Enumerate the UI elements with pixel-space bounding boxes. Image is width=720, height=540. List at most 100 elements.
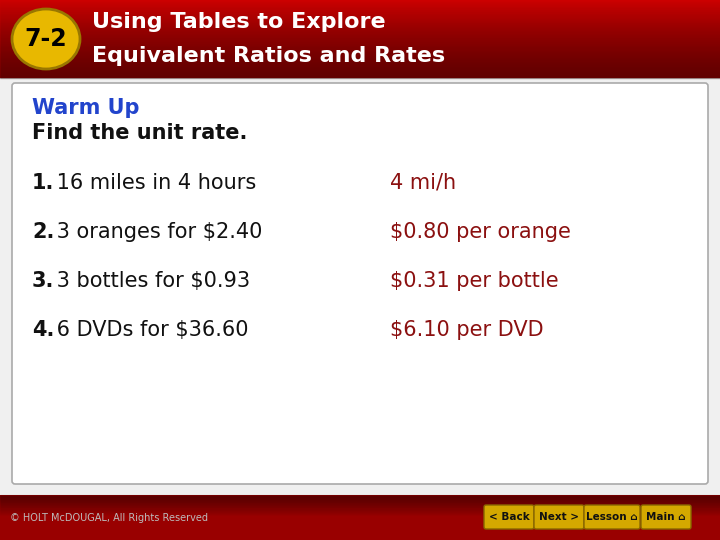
Text: 6 DVDs for $36.60: 6 DVDs for $36.60: [50, 320, 248, 340]
Bar: [0, 24, 720, 25]
Bar: [0, 7, 720, 8]
Text: 4 mi/h: 4 mi/h: [390, 173, 456, 193]
Bar: [0, 39, 720, 40]
Bar: [0, 33, 720, 34]
Bar: [0, 38, 720, 39]
FancyBboxPatch shape: [484, 505, 534, 529]
Bar: [0, 46, 720, 47]
Bar: [0, 34, 720, 35]
Bar: [0, 55, 720, 56]
Text: 1.: 1.: [32, 173, 55, 193]
Bar: [0, 53, 720, 54]
Bar: [0, 77, 720, 78]
Text: $0.31 per bottle: $0.31 per bottle: [390, 271, 559, 291]
Bar: [0, 495, 720, 496]
Bar: [0, 508, 720, 509]
Bar: [0, 511, 720, 512]
Bar: [0, 75, 720, 76]
Bar: [0, 9, 720, 10]
Bar: [0, 503, 720, 504]
Bar: [0, 500, 720, 501]
Bar: [0, 28, 720, 29]
Bar: [0, 37, 720, 38]
Text: 16 miles in 4 hours: 16 miles in 4 hours: [50, 173, 256, 193]
Bar: [0, 22, 720, 23]
Bar: [0, 69, 720, 70]
Bar: [0, 52, 720, 53]
Bar: [0, 61, 720, 62]
Bar: [0, 60, 720, 61]
Text: Next >: Next >: [539, 512, 579, 522]
Bar: [0, 13, 720, 14]
Bar: [0, 19, 720, 20]
Text: Using Tables to Explore: Using Tables to Explore: [92, 12, 386, 32]
Bar: [0, 10, 720, 11]
FancyBboxPatch shape: [534, 505, 584, 529]
Bar: [0, 514, 720, 515]
Bar: [0, 44, 720, 45]
Bar: [0, 507, 720, 508]
Text: 7-2: 7-2: [24, 27, 67, 51]
Bar: [0, 501, 720, 502]
Bar: [0, 498, 720, 499]
Bar: [0, 43, 720, 44]
Bar: [0, 505, 720, 506]
Bar: [0, 27, 720, 28]
Text: $6.10 per DVD: $6.10 per DVD: [390, 320, 544, 340]
Bar: [0, 20, 720, 21]
Bar: [0, 32, 720, 33]
Bar: [0, 495, 720, 540]
Bar: [0, 71, 720, 72]
Bar: [0, 497, 720, 498]
Text: 3 bottles for $0.93: 3 bottles for $0.93: [50, 271, 250, 291]
Bar: [0, 504, 720, 505]
Bar: [0, 496, 720, 497]
Bar: [0, 11, 720, 12]
Text: Main ⌂: Main ⌂: [647, 512, 685, 522]
Bar: [0, 54, 720, 55]
Bar: [0, 512, 720, 513]
Bar: [0, 3, 720, 4]
FancyBboxPatch shape: [584, 505, 640, 529]
Bar: [0, 16, 720, 17]
Bar: [0, 74, 720, 75]
Bar: [0, 6, 720, 7]
Text: © HOLT McDOUGAL, All Rights Reserved: © HOLT McDOUGAL, All Rights Reserved: [10, 513, 208, 523]
Bar: [0, 63, 720, 64]
Bar: [0, 5, 720, 6]
Bar: [0, 26, 720, 27]
Bar: [0, 47, 720, 48]
Bar: [0, 40, 720, 41]
Bar: [0, 49, 720, 50]
Bar: [0, 57, 720, 58]
Bar: [0, 68, 720, 69]
Bar: [0, 41, 720, 42]
Bar: [0, 72, 720, 73]
Bar: [0, 70, 720, 71]
Bar: [0, 502, 720, 503]
Bar: [0, 0, 720, 78]
Bar: [0, 15, 720, 16]
Bar: [0, 29, 720, 30]
Bar: [0, 18, 720, 19]
Bar: [0, 58, 720, 59]
Bar: [0, 509, 720, 510]
Text: Equivalent Ratios and Rates: Equivalent Ratios and Rates: [92, 46, 445, 66]
Text: 3.: 3.: [32, 271, 55, 291]
Bar: [0, 1, 720, 2]
FancyBboxPatch shape: [12, 83, 708, 484]
Bar: [0, 499, 720, 500]
Text: 4.: 4.: [32, 320, 55, 340]
Bar: [0, 25, 720, 26]
Bar: [0, 51, 720, 52]
Text: 2.: 2.: [32, 222, 55, 242]
Bar: [0, 4, 720, 5]
Bar: [0, 62, 720, 63]
Bar: [0, 48, 720, 49]
Bar: [0, 506, 720, 507]
Bar: [0, 50, 720, 51]
Bar: [0, 0, 720, 1]
Bar: [0, 73, 720, 74]
Ellipse shape: [12, 9, 80, 69]
Bar: [0, 42, 720, 43]
